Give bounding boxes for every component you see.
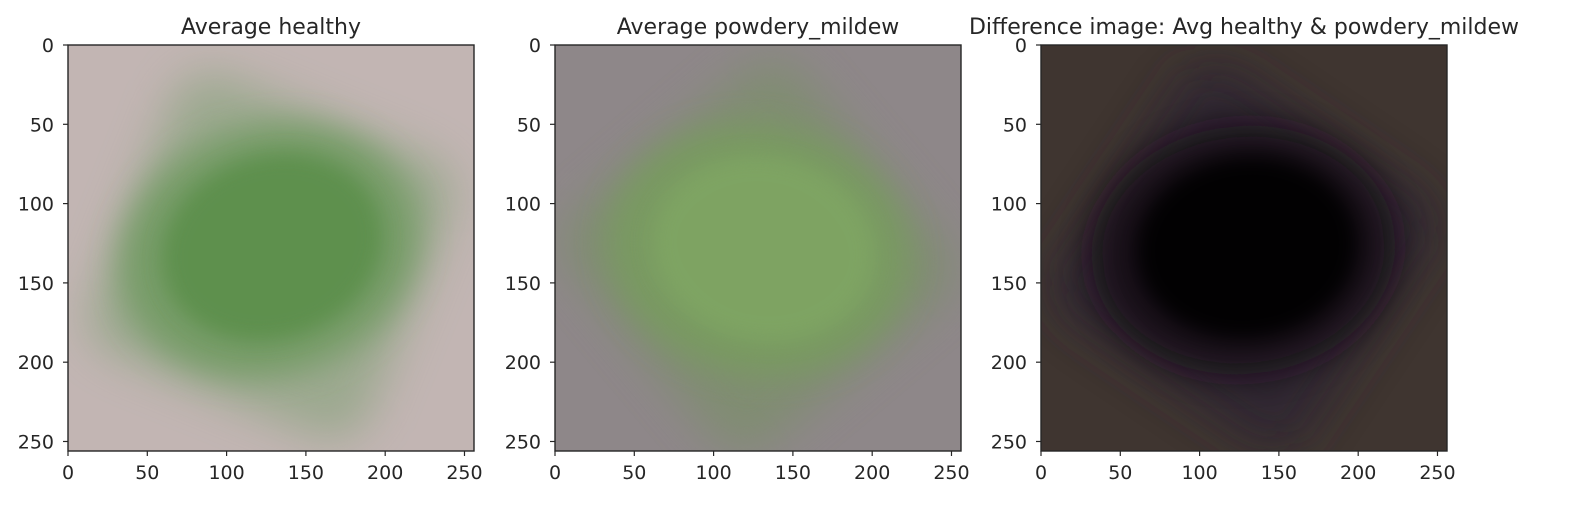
x-tick-label: 150: [288, 462, 324, 484]
y-tick-label: 200: [505, 352, 541, 374]
panel-title: Average healthy: [181, 15, 361, 40]
x-tick-label: 200: [367, 462, 403, 484]
y-tick-label: 250: [505, 431, 541, 453]
image-area: [1041, 45, 1447, 451]
x-tick-label: 50: [1108, 462, 1132, 484]
y-tick-label: 50: [1003, 114, 1027, 136]
y-tick-label: 0: [1015, 35, 1027, 57]
x-tick-label: 250: [933, 462, 969, 484]
x-tick-label: 100: [1181, 462, 1217, 484]
x-tick-label: 50: [622, 462, 646, 484]
y-tick-label: 100: [18, 194, 54, 216]
axes-frame: [1040, 44, 1448, 452]
blob-core: [162, 153, 383, 342]
x-tick-label: 100: [208, 462, 244, 484]
x-tick-label: 200: [1340, 462, 1376, 484]
y-tick-label: 0: [529, 35, 541, 57]
axes-frame: [67, 44, 475, 452]
y-tick-label: 200: [991, 352, 1027, 374]
panel-3: Difference image: Avg healthy & powdery_…: [969, 15, 1519, 484]
y-tick-label: 50: [517, 114, 541, 136]
x-tick-label: 150: [1261, 462, 1297, 484]
panel-title: Difference image: Avg healthy & powdery_…: [969, 15, 1519, 40]
y-tick-label: 150: [991, 273, 1027, 295]
y-tick-label: 50: [30, 114, 54, 136]
x-tick-label: 150: [775, 462, 811, 484]
y-tick-label: 250: [991, 431, 1027, 453]
image-blob: [87, 72, 455, 440]
image-blob: [1051, 63, 1437, 449]
x-tick-label: 0: [62, 462, 74, 484]
y-tick-label: 200: [18, 352, 54, 374]
image-area: [555, 45, 961, 451]
x-tick-label: 250: [446, 462, 482, 484]
x-tick-label: 50: [135, 462, 159, 484]
x-tick-label: 200: [854, 462, 890, 484]
y-tick-label: 100: [991, 194, 1027, 216]
y-tick-label: 250: [18, 431, 54, 453]
y-tick-label: 100: [505, 194, 541, 216]
x-tick-label: 250: [1419, 462, 1455, 484]
image-area: [68, 45, 474, 451]
y-tick-label: 0: [42, 35, 54, 57]
panel-title: Average powdery_mildew: [617, 15, 899, 40]
x-tick-label: 100: [695, 462, 731, 484]
axes-frame: [554, 44, 962, 452]
panel-2: Average powdery_mildew 0 50 100 150 200 250 0 50…: [505, 15, 970, 484]
panel-1: Average healthy 0 50 100 150 200 250 0 50 100 150 2…: [18, 15, 483, 484]
x-tick-label: 0: [549, 462, 561, 484]
blob-core: [651, 156, 875, 342]
blob-core: [1135, 155, 1359, 340]
y-tick-label: 150: [505, 273, 541, 295]
x-tick-label: 0: [1035, 462, 1047, 484]
y-tick-label: 150: [18, 273, 54, 295]
image-blob: [563, 61, 953, 451]
